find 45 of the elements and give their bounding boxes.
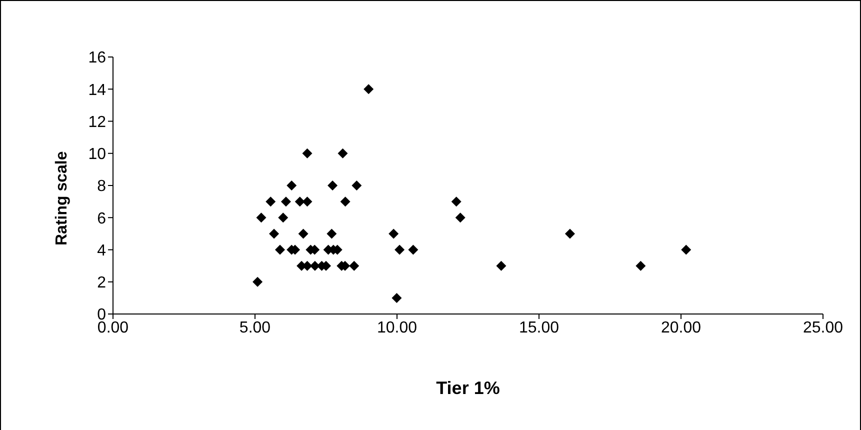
point — [394, 244, 405, 255]
point — [496, 260, 506, 271]
point — [298, 228, 308, 239]
point — [252, 276, 263, 287]
point — [349, 260, 360, 271]
point — [328, 180, 338, 190]
y-tick-label: 4 — [97, 242, 106, 260]
x-tick-label: 15.00 — [518, 319, 560, 336]
point — [302, 196, 312, 207]
point — [302, 148, 312, 158]
point — [326, 228, 337, 239]
x-tick-label: 5.00 — [239, 319, 271, 336]
point — [274, 244, 285, 255]
point — [451, 196, 462, 207]
y-tick-label: 14 — [88, 82, 106, 99]
point — [352, 180, 362, 190]
point — [455, 212, 466, 223]
x-tick-label: 25.00 — [802, 319, 844, 336]
x-tick-label: 10.00 — [376, 319, 418, 336]
point — [681, 244, 692, 255]
point — [392, 292, 402, 303]
y-tick-label: 2 — [97, 274, 106, 292]
point — [636, 260, 646, 271]
point — [338, 148, 348, 158]
point — [269, 228, 280, 239]
point — [408, 244, 418, 255]
y-tick-label: 10 — [88, 146, 106, 164]
point — [340, 196, 350, 207]
x-axis-title: Tier 1% — [436, 378, 500, 398]
point — [310, 260, 320, 271]
point — [278, 212, 288, 223]
point — [256, 212, 266, 223]
point — [280, 196, 291, 207]
y-tick-label: 6 — [97, 210, 106, 228]
y-tick-label: 12 — [88, 114, 106, 131]
y-tick-label: 16 — [88, 50, 106, 67]
point — [266, 196, 276, 207]
y-axis-title: Rating scale — [54, 151, 71, 246]
point — [286, 180, 297, 190]
y-tick-label: 8 — [97, 178, 106, 196]
x-tick-label: 20.00 — [660, 319, 702, 336]
point — [564, 228, 575, 239]
point — [364, 84, 374, 94]
point — [388, 228, 399, 239]
point — [294, 196, 305, 207]
